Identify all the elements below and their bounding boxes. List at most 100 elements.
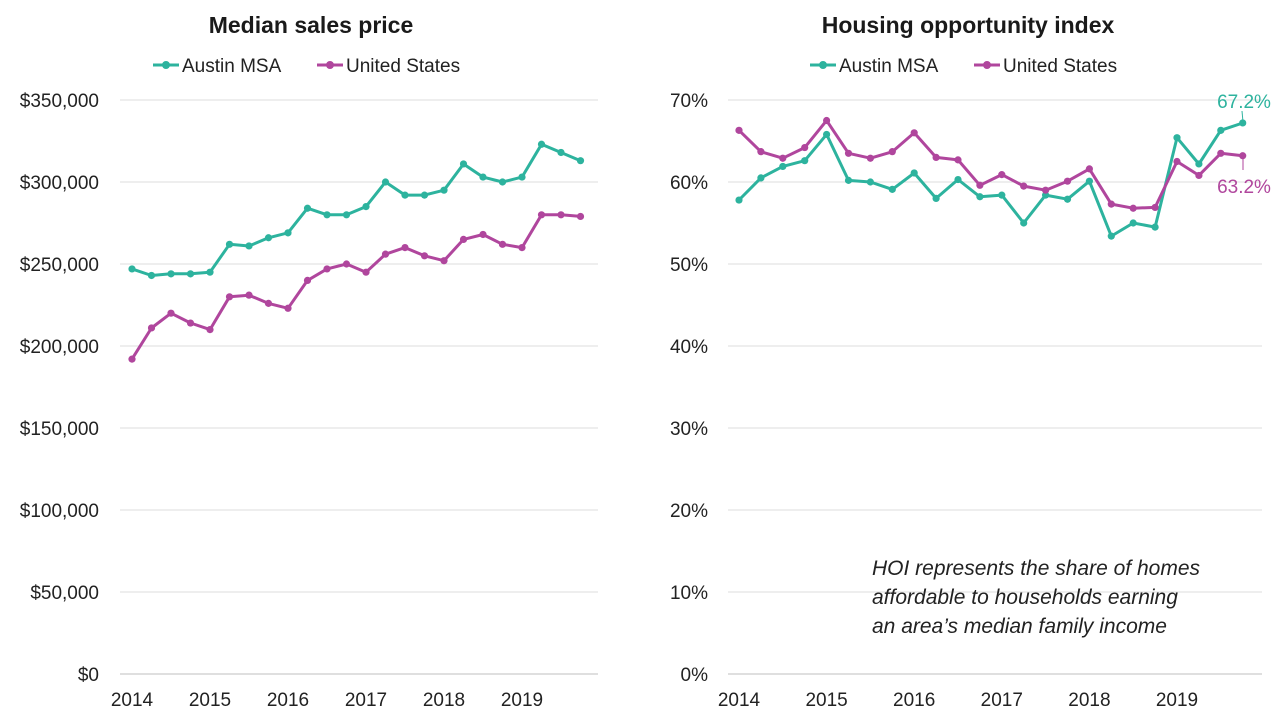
data-point-us xyxy=(801,143,809,152)
data-point-austin xyxy=(167,270,175,278)
data-point-austin xyxy=(910,169,918,177)
legend: Austin MSA United States xyxy=(810,56,1117,77)
data-point-us xyxy=(381,250,390,258)
data-point-us xyxy=(1151,203,1159,212)
x-tick-label: 2019 xyxy=(501,690,543,711)
data-point-us xyxy=(459,235,468,243)
legend-marker-us xyxy=(983,61,991,69)
y-tick-label: 0% xyxy=(681,665,709,686)
x-tick-label: 2018 xyxy=(1068,690,1110,711)
legend-label-us: United States xyxy=(346,56,460,77)
housing-opportunity-index-chart: Housing opportunity index Austin MSA Uni… xyxy=(670,12,1271,711)
end-label-leader-austin xyxy=(1241,110,1244,123)
end-label-us: 63.2% xyxy=(1217,177,1271,198)
data-point-us xyxy=(1085,165,1093,173)
data-point-austin xyxy=(1129,219,1137,227)
data-point-austin xyxy=(147,271,156,280)
data-point-austin xyxy=(557,148,565,157)
data-point-us xyxy=(401,244,409,252)
data-point-us xyxy=(498,240,507,248)
data-point-us xyxy=(420,252,429,260)
data-point-us xyxy=(303,276,312,284)
data-point-us xyxy=(576,212,585,221)
x-tick-label: 2019 xyxy=(1156,690,1198,711)
legend-marker-austin xyxy=(162,61,170,69)
data-point-us xyxy=(518,244,526,252)
data-point-us xyxy=(976,181,984,189)
data-point-austin xyxy=(998,191,1006,199)
data-point-austin xyxy=(245,242,253,250)
y-tick-label: 70% xyxy=(670,91,708,112)
x-tick-label: 2017 xyxy=(981,690,1023,711)
data-point-us xyxy=(823,116,831,125)
data-point-us xyxy=(1217,149,1225,157)
y-tick-label: 10% xyxy=(670,583,708,604)
data-point-austin xyxy=(284,229,292,237)
x-tick-label: 2014 xyxy=(111,690,154,711)
data-point-austin xyxy=(1042,191,1050,199)
data-point-austin xyxy=(518,173,526,181)
series-line-austin xyxy=(737,121,1244,238)
data-point-us xyxy=(910,129,918,137)
series-line-austin xyxy=(131,142,582,277)
data-point-us xyxy=(557,211,565,219)
data-point-austin xyxy=(401,191,409,199)
data-point-austin xyxy=(1173,134,1181,142)
data-point-austin xyxy=(537,140,546,148)
data-point-us xyxy=(1107,200,1115,208)
data-point-austin xyxy=(779,162,787,171)
data-point-austin xyxy=(479,173,487,181)
data-point-us xyxy=(225,293,234,301)
data-point-us xyxy=(1020,182,1028,190)
data-point-us xyxy=(128,355,136,363)
x-tick-label: 2014 xyxy=(718,690,761,711)
data-point-us xyxy=(1042,186,1050,194)
data-point-us xyxy=(757,148,765,156)
data-point-austin xyxy=(128,265,136,273)
data-point-austin xyxy=(866,178,875,186)
data-point-austin xyxy=(932,194,940,202)
data-point-austin xyxy=(1151,223,1159,231)
data-point-austin xyxy=(459,160,468,168)
x-tick-label: 2016 xyxy=(267,690,309,711)
x-tick-label: 2015 xyxy=(805,690,847,711)
y-tick-label: $0 xyxy=(78,665,99,686)
y-tick-label: 50% xyxy=(670,255,708,276)
data-point-austin xyxy=(1063,195,1072,203)
data-point-austin xyxy=(420,191,429,199)
data-point-austin xyxy=(757,174,765,182)
y-tick-label: 60% xyxy=(670,173,708,194)
data-point-austin xyxy=(303,204,312,212)
data-point-us xyxy=(323,265,331,273)
x-tick-label: 2016 xyxy=(893,690,935,711)
data-point-us xyxy=(954,156,962,164)
y-tick-label: $50,000 xyxy=(30,583,99,604)
data-point-austin xyxy=(323,211,331,219)
data-point-us xyxy=(1239,152,1247,160)
data-point-austin xyxy=(844,176,853,184)
legend-marker-austin xyxy=(819,61,827,69)
data-point-austin xyxy=(186,270,195,278)
data-point-us xyxy=(147,324,156,332)
annotation-line-1: HOI represents the share of homes xyxy=(872,557,1200,580)
legend-label-austin: Austin MSA xyxy=(839,56,939,77)
data-point-austin xyxy=(1085,177,1093,185)
chart-title: Housing opportunity index xyxy=(822,12,1115,38)
data-point-austin xyxy=(976,193,984,201)
data-point-austin xyxy=(735,196,743,204)
series-line-us xyxy=(737,119,1243,210)
data-point-austin xyxy=(381,178,390,186)
legend: Austin MSA United States xyxy=(153,56,460,77)
data-point-austin xyxy=(576,157,585,165)
data-point-us xyxy=(284,304,292,312)
data-point-austin xyxy=(1217,126,1225,134)
data-point-us xyxy=(1195,171,1203,180)
y-tick-label: $300,000 xyxy=(20,173,99,194)
data-point-us xyxy=(844,149,853,157)
y-tick-label: 20% xyxy=(670,501,708,522)
data-point-us xyxy=(342,260,351,268)
data-point-austin xyxy=(823,130,831,139)
hoi-annotation: HOI represents the share of homes afford… xyxy=(872,557,1200,638)
plot-area: 0% 10% 20% 30% 40% 50% 60% 70% 2014 2015 2016 2017 2… xyxy=(670,91,1262,711)
